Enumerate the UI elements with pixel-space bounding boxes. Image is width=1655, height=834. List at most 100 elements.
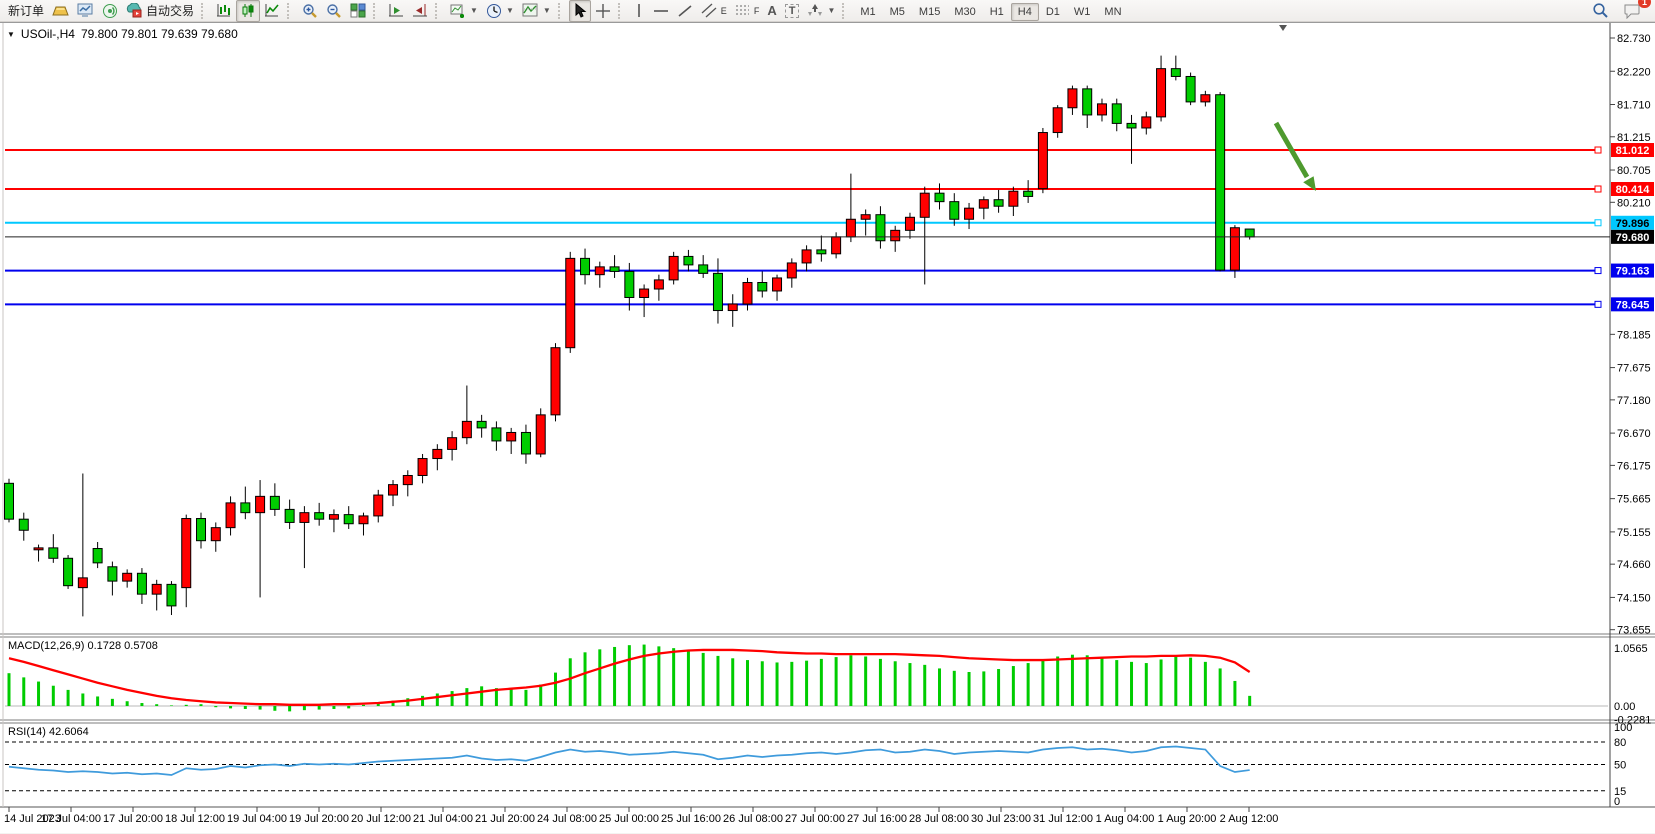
- autotrading-button[interactable]: 自动交易: [122, 0, 198, 22]
- chart-shift-button[interactable]: [408, 0, 432, 22]
- time-axis-label: 27 Jul 00:00: [785, 813, 845, 825]
- zoom-out-button[interactable]: [322, 0, 346, 22]
- cursor-button[interactable]: [568, 0, 591, 22]
- toolbar-grip: [435, 2, 441, 19]
- toolbar-grip: [287, 2, 293, 19]
- candlestick-chart-type-button[interactable]: [236, 0, 261, 22]
- timeframe-group: M1 M5 M15 M30 H1 H4 D1 W1 MN: [853, 2, 1128, 21]
- templates-button[interactable]: ▼: [518, 0, 555, 22]
- timeframe-button-H4[interactable]: H4: [1010, 2, 1039, 21]
- chat-icon[interactable]: 1: [1619, 0, 1651, 22]
- chevron-down-icon: ▼: [470, 6, 478, 15]
- tile-windows-button[interactable]: [346, 0, 370, 22]
- time-axis-label: 28 Jul 08:00: [909, 813, 969, 825]
- timeframe-button-M5[interactable]: M5: [889, 5, 905, 18]
- periods-button[interactable]: ▼: [482, 0, 518, 22]
- timeframe-button-D1[interactable]: D1: [1045, 5, 1060, 18]
- crosshair-button[interactable]: [591, 0, 615, 22]
- timeframe-button-M15[interactable]: M15: [918, 5, 941, 18]
- horizontal-line-button[interactable]: [649, 0, 673, 22]
- zoom-in-button[interactable]: [298, 0, 322, 22]
- svg-text:80.705: 80.705: [1617, 165, 1651, 177]
- horizontal-level-lines[interactable]: [5, 146, 1602, 308]
- line-chart-type-button[interactable]: [260, 0, 284, 22]
- chart-canvas[interactable]: 82.730 82.220 81.710 81.215 80.705 80.210 78.1…: [0, 23, 1655, 834]
- price-axis[interactable]: 82.730 82.220 81.710 81.215 80.705 80.210 78.1…: [1610, 33, 1654, 808]
- svg-text:74.150: 74.150: [1617, 592, 1651, 604]
- svg-text:81.215: 81.215: [1617, 132, 1651, 144]
- time-axis-label: 18 Jul 12:00: [165, 813, 225, 825]
- timeframe-button-W1[interactable]: W1: [1073, 5, 1091, 18]
- new-order-label: 新订单: [8, 4, 45, 18]
- chevron-down-icon: ▼: [827, 6, 836, 15]
- time-axis-label: 24 Jul 08:00: [537, 813, 597, 825]
- time-axis-label: 1 Aug 04:00: [1096, 813, 1155, 825]
- toolbar-grip: [201, 2, 207, 19]
- annotation-arrow[interactable]: [1273, 121, 1316, 191]
- timeframe-button-H1[interactable]: H1: [989, 5, 1004, 18]
- time-axis-label: 25 Jul 16:00: [661, 813, 721, 825]
- price-badge: 79.896: [1611, 215, 1654, 230]
- vertical-line-button[interactable]: [629, 0, 649, 22]
- terminal-icon[interactable]: [73, 0, 98, 22]
- channel-glyph: E: [720, 5, 727, 16]
- toolbar: 新订单 自动交易 ▼ ▼: [0, 0, 1655, 22]
- signals-icon[interactable]: [98, 0, 122, 22]
- price-badge: 81.012: [1611, 143, 1654, 158]
- svg-text:0.00: 0.00: [1614, 701, 1635, 713]
- toolbar-grip: [373, 2, 379, 19]
- toolbar-grip: [557, 2, 564, 19]
- fibo-glyph: F: [753, 5, 760, 16]
- svg-text:78.185: 78.185: [1617, 329, 1651, 341]
- indicators-button[interactable]: ▼: [446, 0, 482, 22]
- macd-signal-line: [8, 648, 1251, 706]
- toolbar-grip: [842, 2, 848, 19]
- time-axis-label: 19 Jul 20:00: [289, 813, 349, 825]
- svg-text:0: 0: [1614, 796, 1620, 808]
- price-badge: 79.163: [1611, 263, 1654, 278]
- gold-icon[interactable]: [48, 0, 73, 22]
- time-axis-label: 2 Aug 12:00: [1220, 813, 1279, 825]
- text-label-glyph: T: [784, 3, 800, 18]
- svg-text:81.012: 81.012: [1616, 145, 1650, 157]
- svg-text:79.896: 79.896: [1616, 218, 1650, 230]
- svg-text:76.175: 76.175: [1617, 460, 1651, 472]
- rsi-indicator-label: RSI(14) 42.6064: [8, 726, 89, 738]
- time-axis-label: 21 Jul 04:00: [413, 813, 473, 825]
- autotrading-label: 自动交易: [146, 4, 195, 18]
- svg-text:15: 15: [1614, 786, 1626, 798]
- price-badge: 79.680: [1611, 229, 1654, 244]
- price-badge: 80.414: [1611, 182, 1654, 197]
- chart-window: 82.730 82.220 81.710 81.215 80.705 80.210 78.1…: [0, 22, 1655, 833]
- chevron-down-icon: ▼: [542, 6, 551, 15]
- timeframe-button-M1[interactable]: M1: [860, 5, 876, 18]
- equidistant-channel-button[interactable]: E: [697, 0, 731, 22]
- toolbar-grip: [617, 2, 624, 19]
- time-axis-label: 25 Jul 00:00: [599, 813, 659, 825]
- macd-pane: [5, 644, 1608, 712]
- svg-text:80: 80: [1614, 737, 1626, 749]
- rsi-pane: [5, 741, 1608, 792]
- time-axis-label: 17 Jul 20:00: [103, 813, 163, 825]
- text-label-button[interactable]: T: [781, 0, 804, 22]
- chevron-down-icon: ▼: [505, 6, 514, 15]
- search-icon[interactable]: [1588, 0, 1613, 22]
- svg-text:-0.2281: -0.2281: [1614, 715, 1651, 727]
- price-badge: 78.645: [1611, 297, 1654, 312]
- timeframe-button-MN[interactable]: MN: [1104, 5, 1122, 18]
- fibonacci-button[interactable]: F: [731, 0, 764, 22]
- arrows-button[interactable]: ▼: [803, 0, 839, 22]
- timeframe-button-M30[interactable]: M30: [954, 5, 976, 18]
- new-order-button[interactable]: 新订单: [4, 0, 48, 22]
- auto-scroll-button[interactable]: [384, 0, 408, 22]
- svg-text:82.730: 82.730: [1617, 33, 1651, 45]
- svg-text:75.665: 75.665: [1617, 494, 1651, 506]
- svg-text:80.210: 80.210: [1617, 197, 1651, 209]
- bar-chart-type-button[interactable]: [212, 0, 236, 22]
- svg-text:50: 50: [1614, 760, 1626, 772]
- rsi-line: [8, 745, 1250, 776]
- chevron-down-icon: ▼: [7, 29, 15, 39]
- text-button[interactable]: A: [763, 0, 780, 22]
- trendline-button[interactable]: [673, 0, 697, 22]
